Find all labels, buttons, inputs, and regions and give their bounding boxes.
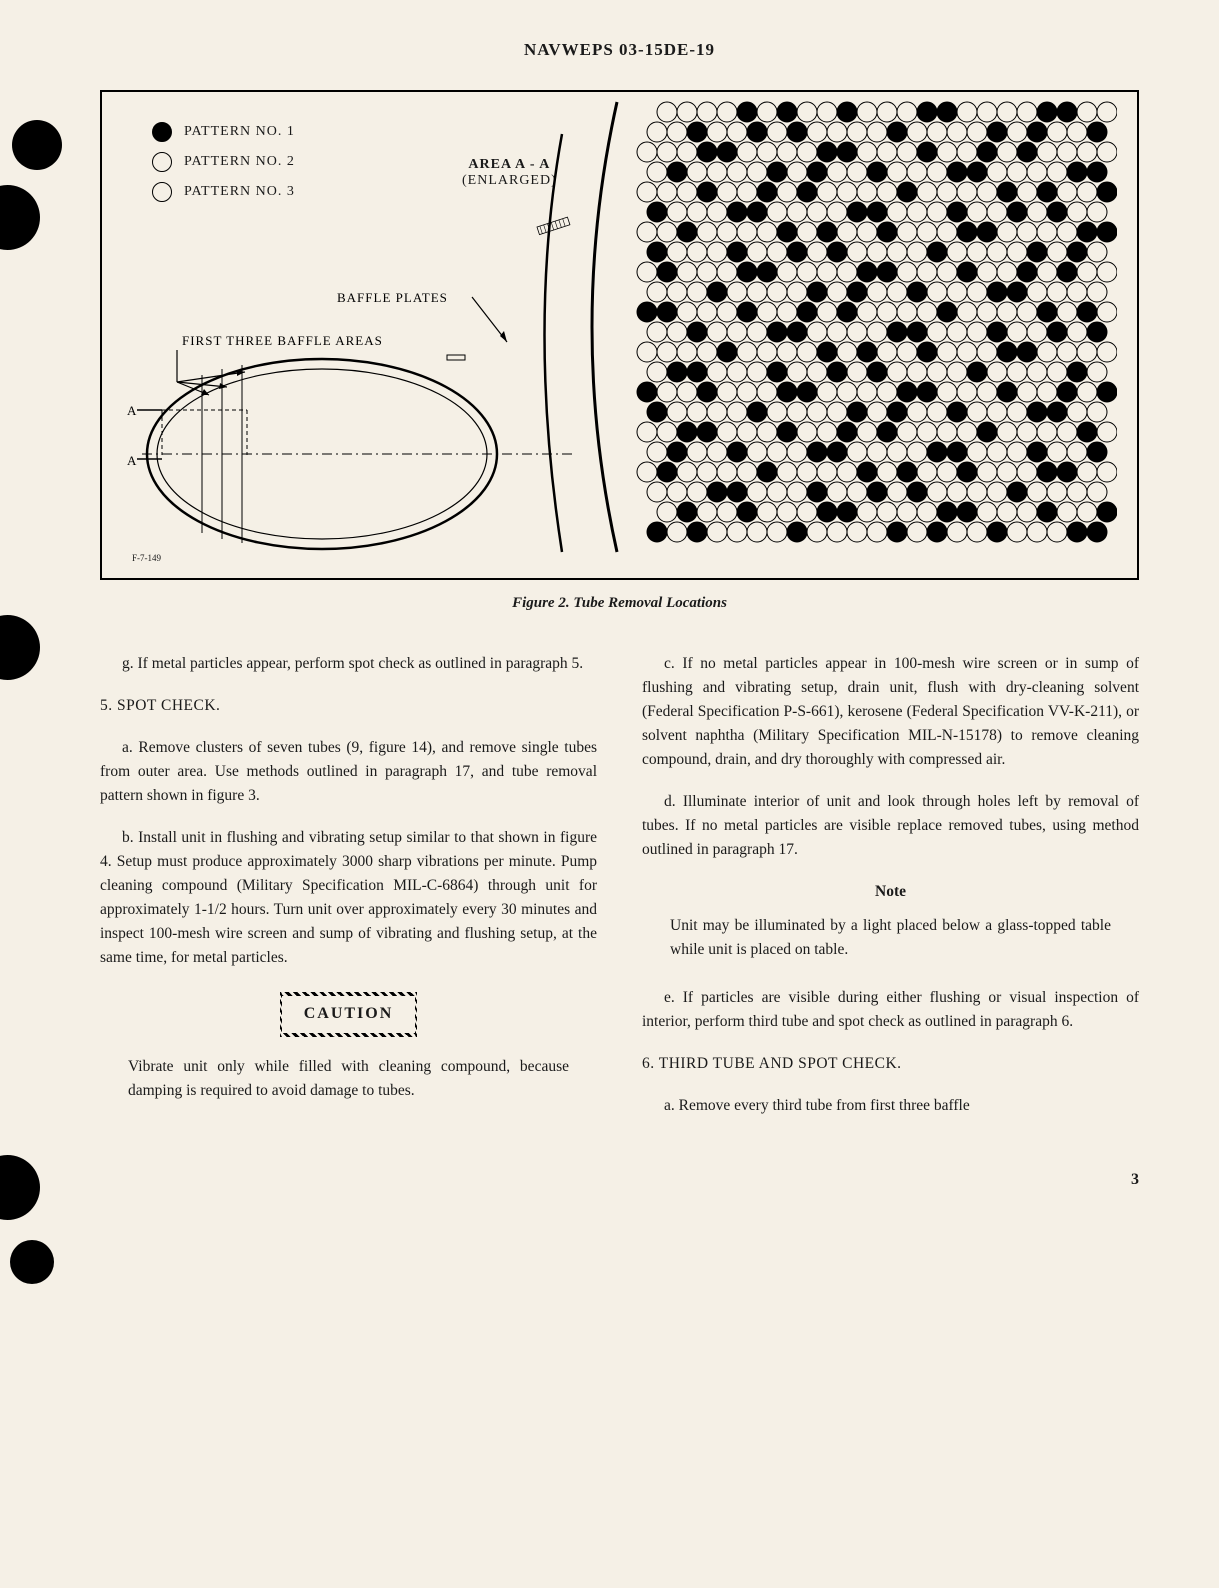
note-heading: Note — [642, 880, 1139, 904]
paragraph: g. If metal particles appear, perform sp… — [100, 652, 597, 676]
paragraph: c. If no metal particles appear in 100-m… — [642, 652, 1139, 772]
figure-box: PATTERN NO. 1 PATTERN NO. 2 PATTERN NO. … — [100, 90, 1139, 580]
note-text: Unit may be illuminated by a light place… — [642, 914, 1139, 962]
paragraph: e. If particles are visible during eithe… — [642, 986, 1139, 1034]
figure-caption: Figure 2. Tube Removal Locations — [100, 595, 1139, 612]
figure-diagram: BAFFLE PLATES FIRST THREE BAFFLE AREAS A… — [107, 97, 1117, 557]
section-mark-a: A — [127, 453, 137, 468]
caution-text: Vibrate unit only while filled with clea… — [100, 1055, 597, 1103]
paragraph: a. Remove every third tube from first th… — [642, 1094, 1139, 1118]
left-column: g. If metal particles appear, perform sp… — [100, 652, 597, 1136]
paragraph: b. Install unit in flushing and vibratin… — [100, 826, 597, 970]
section-mark-a: A — [127, 403, 137, 418]
body-columns: g. If metal particles appear, perform sp… — [100, 652, 1139, 1136]
right-column: c. If no metal particles appear in 100-m… — [642, 652, 1139, 1136]
paragraph: a. Remove clusters of seven tubes (9, fi… — [100, 736, 597, 808]
page-header: NAVWEPS 03-15DE-19 — [100, 40, 1139, 60]
baffle-areas-label: FIRST THREE BAFFLE AREAS — [182, 333, 383, 348]
section-heading: 5. SPOT CHECK. — [100, 694, 597, 718]
paragraph: d. Illuminate interior of unit and look … — [642, 790, 1139, 862]
section-heading: 6. THIRD TUBE AND SPOT CHECK. — [642, 1052, 1139, 1076]
baffle-plates-label: BAFFLE PLATES — [337, 290, 448, 305]
caution-box: CAUTION — [280, 992, 418, 1037]
page-number: 3 — [100, 1171, 1139, 1189]
figure-reference-number: F-7-149 — [132, 553, 161, 563]
